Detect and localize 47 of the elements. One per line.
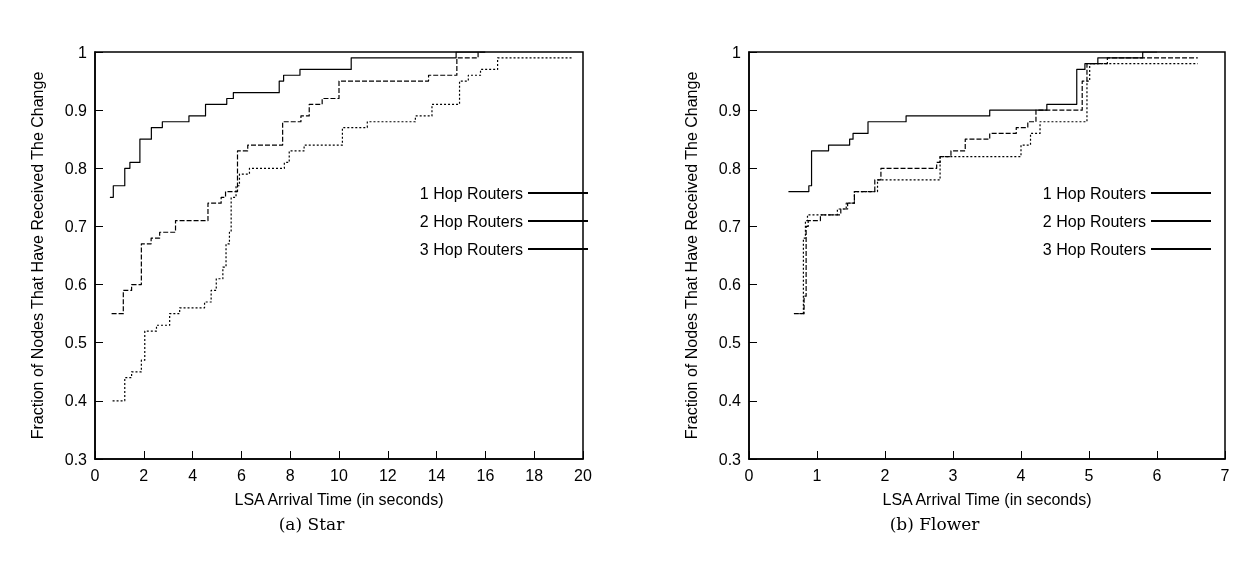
y-axis-title: Fraction of Nodes That Have Received The Change — [682, 71, 700, 440]
y-tick-label: 0.3 — [64, 450, 88, 468]
x-tick-label: 7 — [1220, 466, 1230, 484]
x-tick-label: 4 — [188, 466, 198, 484]
y-tick-label: 0.3 — [718, 450, 742, 468]
x-tick-label: 2 — [139, 466, 149, 484]
x-tick-label: 1 — [812, 466, 822, 484]
x-tick-label: 20 — [574, 466, 592, 484]
y-tick-label: 0.6 — [64, 276, 88, 294]
x-tick-label: 6 — [1152, 466, 1162, 484]
x-tick-label: 14 — [427, 466, 446, 484]
x-tick-label: 12 — [378, 466, 397, 484]
y-tick-label: 0.7 — [718, 217, 742, 235]
x-tick-label: 4 — [1016, 466, 1026, 484]
y-tick-label: 1 — [732, 43, 742, 61]
text: (a) Star — [278, 513, 346, 534]
legend-label: 1 Hop Routers — [419, 184, 523, 202]
legend-label: 3 Hop Routers — [419, 240, 523, 258]
y-tick-label: 1 — [78, 43, 88, 61]
legend-label: 3 Hop Routers — [1042, 240, 1146, 258]
y-tick-label: 0.4 — [64, 392, 88, 410]
y-tick-label: 0.4 — [718, 392, 742, 410]
x-axis-title: LSA Arrival Time (in seconds) — [882, 490, 1092, 508]
x-tick-label: 18 — [525, 466, 544, 484]
x-tick-label: 10 — [330, 466, 348, 484]
y-tick-label: 0.7 — [64, 217, 88, 235]
x-tick-label: 3 — [948, 466, 958, 484]
y-tick-label: 0.5 — [718, 334, 742, 352]
x-tick-label: 5 — [1084, 466, 1094, 484]
y-axis-title: Fraction of Nodes That Have Received The Change — [28, 71, 46, 440]
y-tick-label: 0.5 — [64, 334, 88, 352]
y-tick-label: 0.8 — [718, 159, 742, 177]
y-tick-label: 0.9 — [718, 101, 742, 119]
y-tick-label: 0.8 — [64, 159, 88, 177]
x-axis-title: LSA Arrival Time (in seconds) — [234, 490, 444, 508]
x-tick-label: 8 — [285, 466, 295, 484]
x-tick-label: 16 — [476, 466, 495, 484]
y-tick-label: 0.9 — [64, 101, 88, 119]
x-tick-label: 0 — [744, 466, 754, 484]
y-tick-label: 0.6 — [718, 276, 742, 294]
legend-label: 1 Hop Routers — [1042, 184, 1146, 202]
x-tick-label: 0 — [90, 466, 100, 484]
x-tick-label: 6 — [236, 466, 246, 484]
text: (b) Flower — [889, 513, 981, 534]
legend-label: 2 Hop Routers — [1042, 212, 1146, 230]
legend-label: 2 Hop Routers — [419, 212, 523, 230]
x-tick-label: 2 — [880, 466, 890, 484]
